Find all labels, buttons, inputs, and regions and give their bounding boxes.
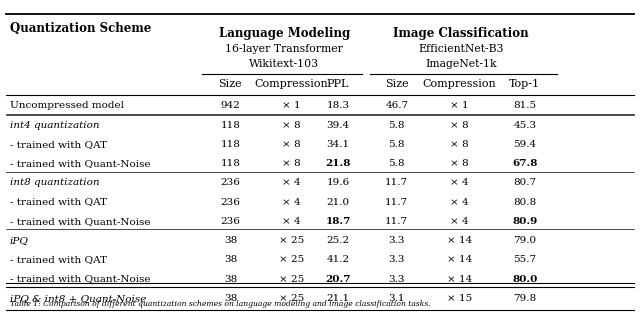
Text: 236: 236 (220, 217, 241, 226)
Text: 59.4: 59.4 (513, 140, 536, 149)
Text: int4 quantization: int4 quantization (10, 121, 99, 130)
Text: Wikitext-103: Wikitext-103 (249, 59, 319, 69)
Text: × 25: × 25 (278, 274, 304, 284)
Text: × 4: × 4 (282, 178, 301, 187)
Text: × 25: × 25 (278, 294, 304, 303)
Text: 11.7: 11.7 (385, 178, 408, 187)
Text: × 8: × 8 (282, 140, 301, 149)
Text: 11.7: 11.7 (385, 217, 408, 226)
Text: 46.7: 46.7 (385, 101, 408, 110)
Text: - trained with Quant-Noise: - trained with Quant-Noise (10, 217, 150, 226)
Text: 118: 118 (220, 159, 241, 168)
Text: Image Classification: Image Classification (393, 27, 529, 40)
Text: × 8: × 8 (450, 140, 469, 149)
Text: × 25: × 25 (278, 255, 304, 264)
Text: × 8: × 8 (282, 159, 301, 168)
Text: Uncompressed model: Uncompressed model (10, 101, 124, 110)
Text: 81.5: 81.5 (513, 101, 536, 110)
Text: ImageNet-1k: ImageNet-1k (425, 59, 497, 69)
Text: 5.8: 5.8 (388, 140, 405, 149)
Text: 45.3: 45.3 (513, 121, 536, 130)
Text: 34.1: 34.1 (326, 140, 349, 149)
Text: Compression: Compression (422, 79, 497, 89)
Text: × 4: × 4 (450, 178, 469, 187)
Text: × 14: × 14 (447, 274, 472, 284)
Text: 5.8: 5.8 (388, 159, 405, 168)
Text: 79.0: 79.0 (513, 236, 536, 245)
Text: 11.7: 11.7 (385, 197, 408, 207)
Text: 236: 236 (220, 178, 241, 187)
Text: 118: 118 (220, 121, 241, 130)
Text: 55.7: 55.7 (513, 255, 536, 264)
Text: × 1: × 1 (282, 101, 301, 110)
Text: 5.8: 5.8 (388, 121, 405, 130)
Text: × 25: × 25 (278, 236, 304, 245)
Text: PPL: PPL (327, 79, 349, 89)
Text: × 8: × 8 (282, 121, 301, 130)
Text: × 1: × 1 (450, 101, 469, 110)
Text: 3.1: 3.1 (388, 294, 405, 303)
Text: × 8: × 8 (450, 159, 469, 168)
Text: 19.6: 19.6 (326, 178, 349, 187)
Text: 20.7: 20.7 (325, 274, 351, 284)
Text: Size: Size (219, 79, 242, 89)
Text: × 14: × 14 (447, 255, 472, 264)
Text: - trained with QAT: - trained with QAT (10, 255, 107, 264)
Text: Top-1: Top-1 (509, 79, 540, 89)
Text: × 4: × 4 (282, 197, 301, 207)
Text: × 8: × 8 (450, 121, 469, 130)
Text: Compression: Compression (254, 79, 328, 89)
Text: int8 quantization: int8 quantization (10, 178, 99, 187)
Text: 21.1: 21.1 (326, 294, 349, 303)
Text: 3.3: 3.3 (388, 255, 405, 264)
Text: 118: 118 (220, 140, 241, 149)
Text: 18.3: 18.3 (326, 101, 349, 110)
Text: 21.0: 21.0 (326, 197, 349, 207)
Text: 38: 38 (224, 294, 237, 303)
Text: 67.8: 67.8 (512, 159, 538, 168)
Text: 38: 38 (224, 274, 237, 284)
Text: 80.0: 80.0 (512, 274, 538, 284)
Text: 236: 236 (220, 197, 241, 207)
Text: iPQ: iPQ (10, 236, 28, 245)
Text: iPQ & int8 + Quant-Noise: iPQ & int8 + Quant-Noise (10, 294, 146, 303)
Text: EfficientNet-B3: EfficientNet-B3 (418, 44, 504, 54)
Text: Size: Size (385, 79, 408, 89)
Text: × 4: × 4 (282, 217, 301, 226)
Text: - trained with Quant-Noise: - trained with Quant-Noise (10, 274, 150, 284)
Text: 25.2: 25.2 (326, 236, 349, 245)
Text: 39.4: 39.4 (326, 121, 349, 130)
Text: 80.7: 80.7 (513, 178, 536, 187)
Text: 80.9: 80.9 (512, 217, 538, 226)
Text: × 14: × 14 (447, 236, 472, 245)
Text: 21.8: 21.8 (325, 159, 351, 168)
Text: - trained with Quant-Noise: - trained with Quant-Noise (10, 159, 150, 168)
Text: 16-layer Transformer: 16-layer Transformer (225, 44, 343, 54)
Text: × 4: × 4 (450, 217, 469, 226)
Text: 41.2: 41.2 (326, 255, 349, 264)
Text: 942: 942 (220, 101, 241, 110)
Text: × 15: × 15 (447, 294, 472, 303)
Text: Table 1: Comparison of different quantization schemes on language modeling and i: Table 1: Comparison of different quantiz… (10, 300, 430, 308)
Text: 3.3: 3.3 (388, 274, 405, 284)
Text: 38: 38 (224, 255, 237, 264)
Text: 18.7: 18.7 (325, 217, 351, 226)
Text: Quantization Scheme: Quantization Scheme (10, 22, 151, 35)
Text: 80.8: 80.8 (513, 197, 536, 207)
Text: - trained with QAT: - trained with QAT (10, 197, 107, 207)
Text: 79.8: 79.8 (513, 294, 536, 303)
Text: 3.3: 3.3 (388, 236, 405, 245)
Text: 38: 38 (224, 236, 237, 245)
Text: - trained with QAT: - trained with QAT (10, 140, 107, 149)
Text: Language Modeling: Language Modeling (218, 27, 350, 40)
Text: × 4: × 4 (450, 197, 469, 207)
